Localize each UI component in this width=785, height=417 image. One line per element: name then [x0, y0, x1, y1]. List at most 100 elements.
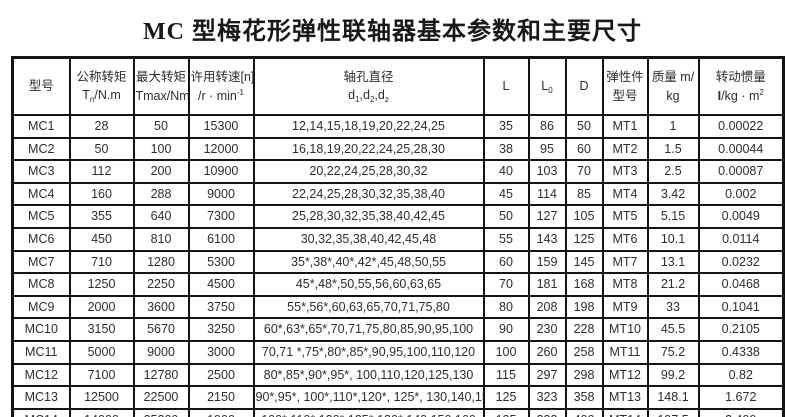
table-row: MC2 50 100 12000 16,18,19,20,22,24,25,28,30 3…: [11, 136, 785, 162]
table-cell: 7100: [68, 362, 135, 388]
table-cell: 0.0468: [697, 272, 785, 297]
table-header: 型号 公称转矩 Tn/N.m 最大转矩 Tmax/Nm 许用转速[n]/r · min-1…: [11, 56, 785, 116]
table-cell: 50: [564, 114, 604, 139]
table-cell: 103: [527, 159, 567, 184]
table-cell: 86: [527, 114, 567, 139]
table-cell: MC13: [11, 385, 71, 410]
table-cell: 640: [132, 204, 190, 229]
table-cell: 197.5: [646, 407, 700, 417]
table-cell: 400: [564, 407, 604, 417]
table-cell: 159: [527, 249, 567, 275]
table-cell: 38: [482, 136, 530, 162]
table-cell: MC7: [11, 249, 71, 275]
table-cell: 228: [564, 317, 604, 342]
table-cell: 70: [564, 159, 604, 184]
page-title: MC 型梅花形弹性联轴器基本参数和主要尺寸: [143, 19, 642, 45]
table-cell: 3000: [187, 339, 255, 365]
table-cell: 358: [564, 385, 604, 410]
table-cell: 15300: [187, 114, 255, 139]
column-header: 转动惯量 I/kg · m2: [697, 56, 785, 116]
header-row: 型号 公称转矩 Tn/N.m 最大转矩 Tmax/Nm 许用转速[n]/r · min-1…: [11, 56, 785, 116]
table-cell: 114: [527, 181, 567, 207]
table-cell: 333: [527, 407, 567, 417]
table-cell: 143: [527, 226, 567, 252]
table-cell: 35*,38*,40*,42*,45,48,50,55: [252, 249, 485, 275]
table-cell: 127: [527, 204, 567, 229]
table-cell: 0.0232: [697, 249, 785, 275]
table-cell: MT13: [601, 385, 649, 410]
table-cell: 5000: [68, 339, 135, 365]
table-cell: MT12: [601, 362, 649, 388]
table-cell: 258: [564, 339, 604, 365]
table-cell: 112: [68, 159, 135, 184]
table-cell: 810: [132, 226, 190, 252]
table-cell: 0.00022: [697, 114, 785, 139]
table-row: MC5 355 640 7300 25,28,30,32,35,38,40,42,45 5…: [11, 204, 785, 229]
table-row: MC8 1250 2250 4500 45*,48*,50,55,56,60,63,65…: [11, 272, 785, 297]
table-cell: MT6: [601, 226, 649, 252]
table-cell: 50: [132, 114, 190, 139]
table-cell: MC4: [11, 181, 71, 207]
table-cell: 20,22,24,25,28,30,32: [252, 159, 485, 184]
table-cell: 6100: [187, 226, 255, 252]
table-cell: 99.2: [646, 362, 700, 388]
table-cell: MT2: [601, 136, 649, 162]
table-cell: 1.672: [697, 385, 785, 410]
table-cell: 60: [482, 249, 530, 275]
table-cell: 230: [527, 317, 567, 342]
table-cell: MC2: [11, 136, 71, 162]
table-cell: 70,71 *,75*,80*,85*,90,95,100,110,120: [252, 339, 485, 365]
table-row: MC10 3150 5670 3250 60*,63*,65*,70,71,75,80,…: [11, 317, 785, 342]
table-cell: 125: [482, 385, 530, 410]
table-cell: 90: [482, 317, 530, 342]
table-cell: 2.5: [646, 159, 700, 184]
table-cell: 85: [564, 181, 604, 207]
table-cell: 10900: [187, 159, 255, 184]
table-cell: 710: [68, 249, 135, 275]
table-row: MC3 112 200 10900 20,22,24,25,28,30,32 40 103 7…: [11, 159, 785, 184]
column-header: 许用转速[n]/r · min-1: [187, 56, 255, 116]
table-cell: 100: [482, 339, 530, 365]
table-cell: MC11: [11, 339, 71, 365]
table-cell: 55: [482, 226, 530, 252]
table-cell: 22,24,25,28,30,32,35,38,40: [252, 181, 485, 207]
table-cell: 100*,110*,120*,125*,130*,140,150,160: [252, 407, 485, 417]
table-cell: 125: [564, 226, 604, 252]
table-cell: 90*,95*, 100*,110*,120*, 125*, 130,140,1…: [252, 385, 485, 410]
table-cell: 3150: [68, 317, 135, 342]
table-cell: 25200: [132, 407, 190, 417]
table-cell: 145: [564, 249, 604, 275]
table-cell: MC8: [11, 272, 71, 297]
table-row: MC1 28 50 15300 12,14,15,18,19,20,22,24,25 35…: [11, 114, 785, 139]
column-header: L: [482, 56, 530, 116]
table-cell: 4500: [187, 272, 255, 297]
table-cell: 45.5: [646, 317, 700, 342]
table-cell: 80: [482, 294, 530, 320]
column-header: L0: [527, 56, 567, 116]
table-cell: 1280: [132, 249, 190, 275]
column-header: 质量 m/kg: [646, 56, 700, 116]
table-cell: 60*,63*,65*,70,71,75,80,85,90,95,100: [252, 317, 485, 342]
table-row: MC1414000252001900100*,110*,120*,125*,13…: [11, 407, 785, 417]
table-cell: 0.0049: [697, 204, 785, 229]
table-cell: 40: [482, 159, 530, 184]
table-cell: 45*,48*,50,55,56,60,63,65: [252, 272, 485, 297]
table-cell: 355: [68, 204, 135, 229]
table-cell: 1250: [68, 272, 135, 297]
table-cell: 200: [132, 159, 190, 184]
table-cell: MT7: [601, 249, 649, 275]
table-cell: 100: [132, 136, 190, 162]
table-cell: 12500: [68, 385, 135, 410]
table-cell: 181: [527, 272, 567, 297]
table-cell: 288: [132, 181, 190, 207]
table-cell: 5300: [187, 249, 255, 275]
table-cell: 198: [564, 294, 604, 320]
table-cell: 2.499: [697, 407, 785, 417]
table-cell: 12000: [187, 136, 255, 162]
table-cell: 208: [527, 294, 567, 320]
table-cell: MT1: [601, 114, 649, 139]
table-body: MC1 28 50 15300 12,14,15,18,19,20,22,24,25 35…: [11, 114, 785, 417]
table-cell: 0.4338: [697, 339, 785, 365]
table-row: MC12 7100 12780 2500 80*,85*,90*,95*, 100,11…: [11, 362, 785, 388]
column-header: 弹性件 型号: [601, 56, 649, 116]
